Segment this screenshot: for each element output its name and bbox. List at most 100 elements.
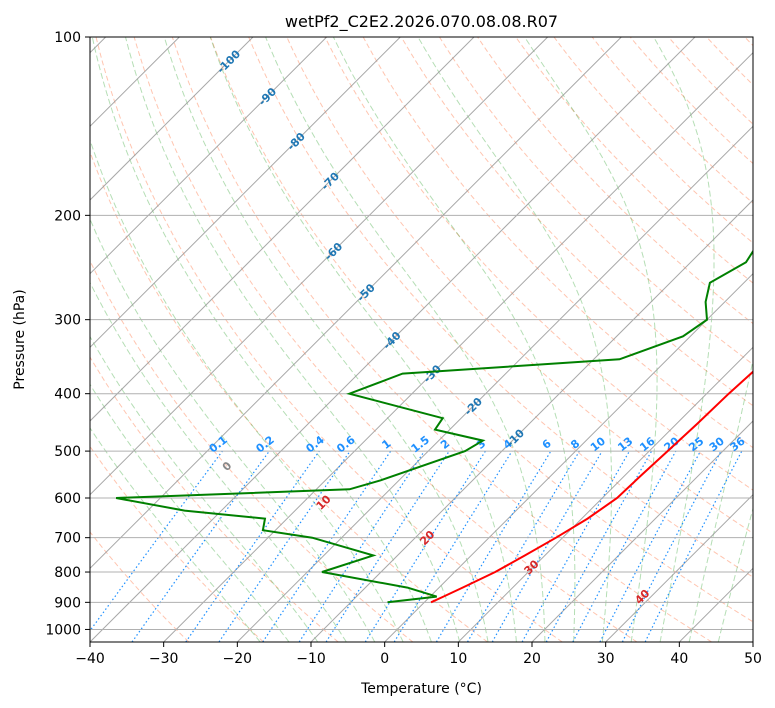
mixing-ratio-line	[131, 450, 270, 642]
dry-adiabat	[286, 37, 753, 534]
dry-adiabat	[248, 37, 753, 578]
isotherm	[90, 37, 328, 275]
moist-adiabat	[124, 37, 461, 642]
dry-adiabat-label: 20	[417, 528, 437, 548]
y-tick-label: 900	[54, 595, 81, 611]
isotherm	[384, 272, 753, 642]
isotherm	[163, 51, 753, 642]
dry-adiabat	[90, 445, 264, 642]
dry-adiabat	[362, 37, 753, 449]
x-tick-label: 50	[744, 651, 762, 667]
mixing-ratio-label: 6	[540, 437, 554, 452]
dry-adiabat	[210, 37, 753, 623]
mixing-ratio-line	[185, 450, 320, 642]
dry-adiabat-label: 40	[632, 587, 652, 607]
y-tick-label: 800	[54, 565, 81, 581]
dry-adiabat	[324, 37, 753, 491]
moist-adiabat	[717, 506, 753, 642]
y-tick-label: 100	[54, 30, 81, 46]
moist-adiabat	[90, 281, 347, 642]
x-tick-label: −20	[223, 651, 253, 667]
moist-adiabat	[417, 37, 612, 642]
isotherm	[90, 37, 549, 496]
moist-adiabat	[332, 37, 576, 642]
x-tick-label: 30	[597, 651, 615, 667]
moist-adiabat	[90, 138, 404, 642]
dewpoint-profile	[115, 249, 753, 604]
dry-adiabat	[90, 356, 339, 642]
dry-adiabat	[438, 37, 753, 366]
y-tick-label: 200	[54, 208, 81, 224]
mixing-ratio-line	[644, 450, 743, 642]
dry-adiabat	[171, 37, 712, 642]
x-tick-label: −10	[296, 651, 326, 667]
isotherm	[752, 641, 753, 642]
moist-adiabat	[265, 37, 546, 642]
mixing-ratio-line	[435, 450, 552, 642]
dry-adiabat-label: 30	[522, 557, 542, 577]
mixing-ratio-label: 0.1	[207, 433, 230, 455]
mixing-ratio-line	[218, 450, 351, 642]
line-labels: 0.1 0.2 0.4 0.6 1 1.5 2 3 4 6 8 10 13 16 20 25 30 36-100-…	[207, 47, 748, 607]
profiles	[115, 249, 753, 604]
mixing-ratio-line	[298, 450, 425, 642]
isotherm	[531, 420, 753, 642]
dry-adiabat	[591, 37, 753, 204]
mixing-ratio-line	[572, 450, 677, 642]
x-tick-label: 40	[670, 651, 688, 667]
isotherm	[678, 567, 753, 642]
background-lines	[90, 37, 753, 642]
isotherm-label: -80	[285, 130, 308, 153]
isotherm	[90, 37, 696, 642]
mixing-ratio-line	[521, 450, 631, 642]
dry-adiabat	[90, 531, 190, 642]
dry-adiabat	[400, 37, 753, 407]
x-axis-label: Temperature (°C)	[360, 681, 482, 697]
moist-adiabat	[91, 37, 432, 642]
moist-adiabat	[163, 37, 489, 642]
isotherm	[90, 37, 254, 201]
y-tick-label: 300	[54, 313, 81, 329]
x-tick-label: 20	[523, 651, 541, 667]
isotherm	[310, 199, 753, 642]
moist-adiabat	[653, 37, 715, 642]
dry-adiabat	[744, 37, 753, 47]
isotherm-label: -100	[215, 47, 244, 76]
moist-adiabat	[90, 383, 290, 642]
x-tick-label: −30	[149, 651, 179, 667]
isotherm	[90, 37, 622, 570]
mixing-ratio-label: 1.5	[409, 433, 432, 455]
temperature-profile	[430, 370, 753, 604]
y-axis: 100 200 300 400 500 600 700 800 900 1000	[45, 30, 90, 638]
dry-adiabat	[667, 37, 753, 125]
x-tick-label: −40	[75, 651, 105, 667]
isotherm	[605, 493, 753, 642]
dry-adiabat	[629, 37, 753, 165]
mixing-ratio-label: 1	[380, 437, 394, 452]
y-axis-label: Pressure (hPa)	[12, 289, 28, 389]
x-tick-label: 0	[380, 651, 389, 667]
chart-title: wetPf2_C2E2.2026.070.08.08.R07	[285, 12, 558, 32]
x-tick-label: 10	[449, 651, 467, 667]
mixing-ratio-line	[393, 450, 513, 642]
moist-adiabat	[688, 358, 753, 642]
mixing-ratio-label: 2	[438, 437, 452, 452]
isotherm	[90, 37, 401, 349]
y-tick-label: 500	[54, 444, 81, 460]
moist-adiabat	[524, 37, 658, 642]
moist-adiabat	[90, 217, 376, 642]
mixing-ratio-line	[262, 450, 392, 642]
pressure-gridlines	[90, 37, 753, 630]
y-tick-label: 600	[54, 491, 81, 507]
y-tick-label: 700	[54, 531, 81, 547]
mixing-ratio-line	[599, 450, 702, 642]
dry-adiabat	[95, 37, 563, 642]
isotherm	[236, 125, 753, 642]
dry-adiabat	[90, 259, 414, 642]
y-tick-label: 1000	[45, 622, 81, 638]
plot-frame	[89, 36, 754, 643]
mixing-ratio-line	[90, 450, 223, 632]
dry-adiabat-label: 0	[220, 459, 235, 474]
isotherm	[90, 37, 475, 422]
